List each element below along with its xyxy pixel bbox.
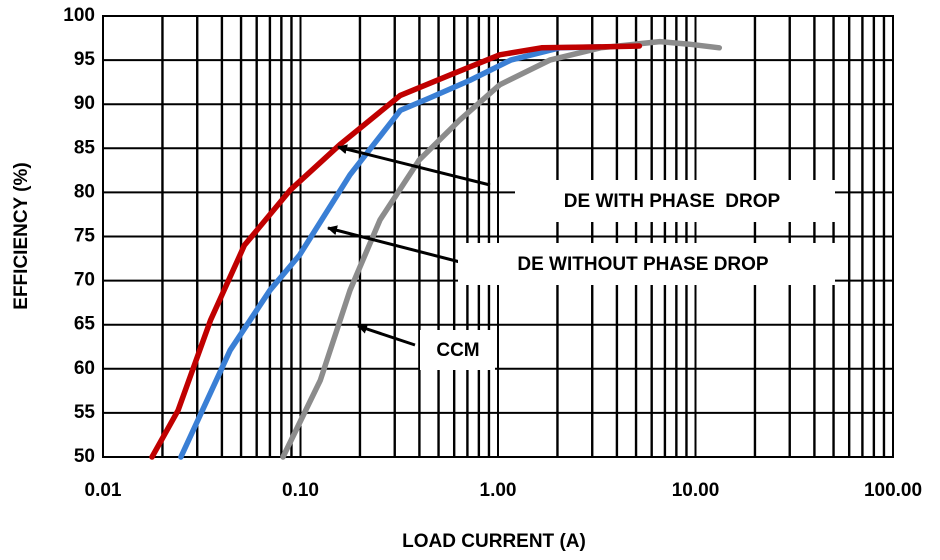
y-tick-label: 65: [74, 314, 96, 335]
y-axis-label: EFFICIENCY (%): [11, 162, 32, 309]
plot-frame: [102, 15, 894, 458]
x-tick-label: 100.00: [864, 480, 922, 501]
annotations: DE WITH PHASE DROP DE WITHOUT PHASE DROP…: [327, 144, 835, 370]
series-line: [149, 43, 643, 460]
arrow: [357, 324, 416, 347]
annotation-box: [420, 330, 495, 370]
x-axis-label: LOAD CURRENT (A): [402, 531, 586, 552]
y-tick-label: 55: [74, 402, 96, 423]
series-lines: [149, 38, 723, 460]
series-line: [178, 44, 604, 460]
grid: [102, 15, 894, 458]
series-line: [280, 38, 723, 460]
y-tick-label: 100: [63, 5, 95, 26]
y-tick-label: 90: [74, 93, 95, 114]
arrow: [327, 225, 461, 264]
annotation-box: [515, 180, 835, 222]
y-tick-label: 85: [74, 137, 96, 158]
arrow: [337, 144, 491, 187]
y-tick-label: 70: [74, 270, 95, 291]
y-tick-label: 75: [74, 226, 96, 247]
y-tick-label: 95: [74, 49, 96, 70]
x-tick-label: 1.00: [480, 480, 517, 501]
x-tick-label: 0.01: [85, 480, 122, 501]
annotation: DE WITHOUT PHASE DROP: [517, 254, 769, 275]
y-tick-label: 50: [74, 446, 95, 467]
y-tick-label: 80: [74, 181, 95, 202]
annotation: DE WITH PHASE DROP: [564, 191, 781, 212]
x-tick-label: 10.00: [672, 480, 720, 501]
y-tick-label: 60: [74, 358, 95, 379]
annotation: CCM: [436, 340, 479, 361]
x-tick-label: 0.10: [282, 480, 319, 501]
annotation-box: [458, 243, 835, 285]
